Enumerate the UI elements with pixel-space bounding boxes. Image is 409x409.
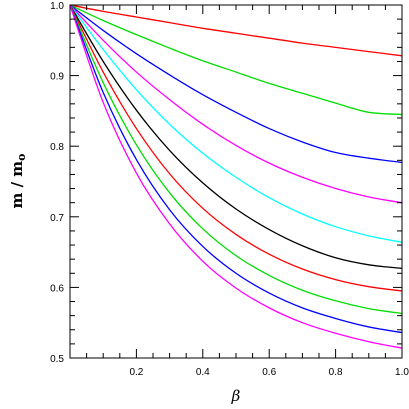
series-line-2 xyxy=(69,4,403,116)
series-line-8 xyxy=(69,4,403,315)
y-tick-label: 0.5 xyxy=(50,354,64,365)
series-line-10 xyxy=(69,4,403,349)
plot-lines xyxy=(69,4,403,349)
x-tick-label: 0.6 xyxy=(262,367,276,378)
series-line-4 xyxy=(69,4,403,204)
y-tick-label: 0.9 xyxy=(50,72,64,83)
axis-ticks xyxy=(70,5,402,358)
y-axis-title-main: m / m xyxy=(8,161,26,209)
series-line-6 xyxy=(69,4,403,269)
x-tick-label: 0.2 xyxy=(129,367,143,378)
y-tick-label: 1.0 xyxy=(50,1,64,12)
y-tick-label: 0.7 xyxy=(50,213,64,224)
series-line-9 xyxy=(69,4,403,334)
series-line-5 xyxy=(69,4,403,243)
series-line-3 xyxy=(69,4,403,164)
series-line-7 xyxy=(69,4,403,292)
x-tick-label: 0.4 xyxy=(196,367,210,378)
axis-tick-labels: 0.2 0.4 0.6 0.8 1.0 0.5 0.6 0.7 0.8 0.9 1.0 xyxy=(50,1,409,378)
series-line-1 xyxy=(69,4,403,57)
x-tick-label: 1.0 xyxy=(395,367,409,378)
x-axis-title: β xyxy=(231,387,241,405)
y-axis-title: m / mo xyxy=(8,153,28,208)
y-tick-label: 0.6 xyxy=(50,283,64,294)
y-axis-title-subscript: o xyxy=(15,153,28,160)
y-tick-label: 0.8 xyxy=(50,142,64,153)
x-tick-label: 0.8 xyxy=(329,367,343,378)
